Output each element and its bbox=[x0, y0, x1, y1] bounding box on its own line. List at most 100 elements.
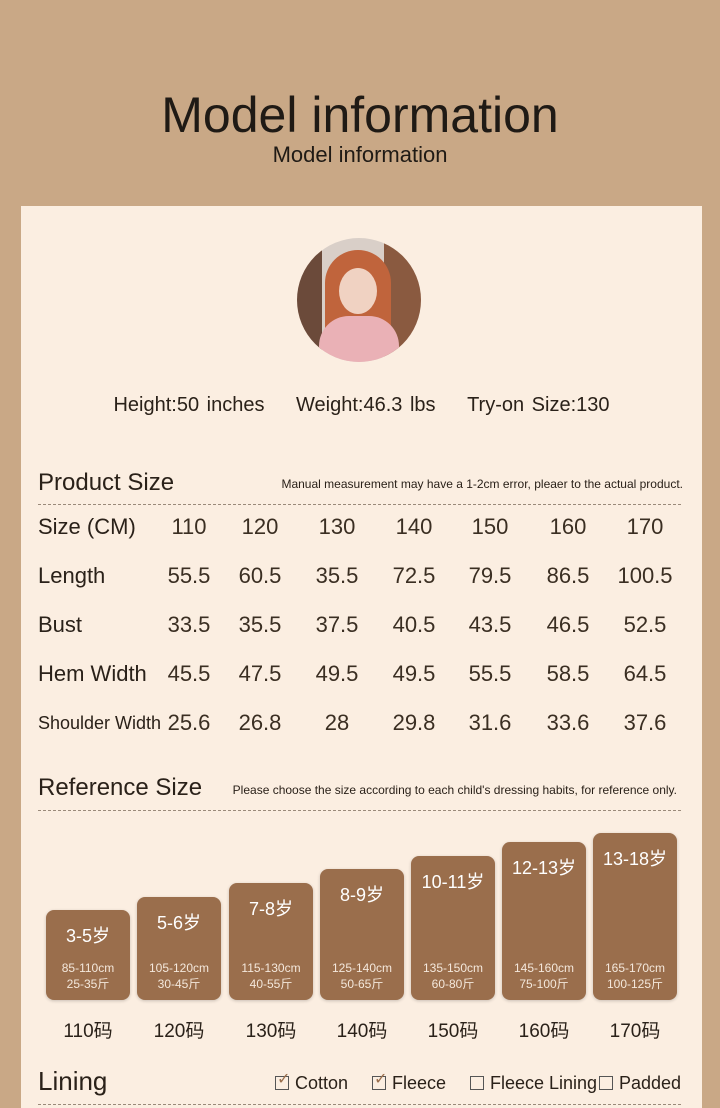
model-height: Height:50 inches bbox=[113, 394, 265, 416]
size-value: 33.5 bbox=[167, 612, 211, 637]
product-size-note: Manual measurement may have a 1-2cm erro… bbox=[281, 477, 683, 491]
option-label: Cotton bbox=[295, 1073, 349, 1093]
weight-range: 25-35斤 bbox=[66, 977, 110, 991]
age-range: 10-11岁 bbox=[421, 872, 485, 892]
height-range: 165-170cm bbox=[604, 961, 666, 975]
size-value: 26.8 bbox=[238, 710, 282, 735]
weight-range: 50-65斤 bbox=[340, 977, 384, 991]
size-code: 120码 bbox=[153, 1021, 205, 1042]
checkbox-icon[interactable] bbox=[470, 1076, 484, 1090]
age-range: 13-18岁 bbox=[602, 849, 668, 869]
size-row: Size (CM) 110 120 130 140 150 160 170 bbox=[38, 514, 698, 544]
size-value: 25.6 bbox=[167, 710, 211, 735]
age-range: 7-8岁 bbox=[248, 899, 293, 919]
divider bbox=[38, 810, 681, 811]
divider bbox=[38, 1104, 681, 1105]
height-range: 115-130cm bbox=[241, 961, 301, 975]
height-range: 145-160cm bbox=[513, 961, 575, 975]
reference-size-title: Reference Size bbox=[38, 774, 203, 801]
size-value: 60.5 bbox=[238, 563, 282, 588]
size-value: 79.5 bbox=[468, 563, 512, 588]
size-value: 43.5 bbox=[468, 612, 512, 637]
reference-size-box: 3-5岁 85-110cm 25-35斤 bbox=[46, 910, 130, 1000]
age-range: 12-13岁 bbox=[511, 858, 577, 878]
size-value: 120 bbox=[241, 514, 279, 539]
info-card: Height:50 inches Weight:46.3 lbs Try-on … bbox=[21, 206, 702, 1108]
size-value: 35.5 bbox=[315, 563, 359, 588]
size-value: 29.8 bbox=[392, 710, 436, 735]
size-value: 72.5 bbox=[392, 563, 436, 588]
checkbox-icon[interactable] bbox=[275, 1069, 290, 1090]
size-value: 86.5 bbox=[546, 563, 590, 588]
size-value: 160 bbox=[549, 514, 587, 539]
size-value: 31.6 bbox=[468, 710, 512, 735]
model-weight: Weight:46.3 lbs bbox=[296, 394, 436, 416]
size-row: Length 55.5 60.5 35.5 72.5 79.5 86.5 100.5 bbox=[38, 563, 698, 593]
size-code: 160码 bbox=[518, 1021, 570, 1042]
height-range: 135-150cm bbox=[422, 961, 484, 975]
model-photo bbox=[297, 238, 421, 362]
size-row: Shoulder Width 25.6 26.8 28 29.8 31.6 33.6 37.6 bbox=[38, 710, 698, 740]
size-value: 140 bbox=[395, 514, 433, 539]
size-row: Bust 33.5 35.5 37.5 40.5 43.5 46.5 52.5 bbox=[38, 612, 698, 642]
reference-size-box: 8-9岁 125-140cm 50-65斤 bbox=[320, 869, 404, 1000]
weight-range: 75-100斤 bbox=[519, 977, 569, 991]
size-value: 37.5 bbox=[315, 612, 359, 637]
reference-size-box: 5-6岁 105-120cm 30-45斤 bbox=[137, 897, 221, 1000]
lining-option[interactable]: Cotton bbox=[275, 1069, 349, 1094]
row-label: Hem Width bbox=[38, 661, 147, 686]
size-value: 49.5 bbox=[315, 661, 359, 686]
size-code: 110码 bbox=[63, 1021, 113, 1042]
height-range: 125-140cm bbox=[331, 961, 393, 975]
page-title: Model information bbox=[161, 87, 559, 143]
age-range: 3-5岁 bbox=[65, 926, 110, 946]
reference-size-box: 7-8岁 115-130cm 40-55斤 bbox=[229, 883, 313, 1000]
option-label: Fleece Lining bbox=[490, 1073, 598, 1093]
row-label: Shoulder Width bbox=[38, 713, 162, 733]
size-value: 170 bbox=[626, 514, 664, 539]
size-value: 45.5 bbox=[167, 661, 211, 686]
size-code: 170码 bbox=[609, 1021, 661, 1042]
option-label: Fleece bbox=[392, 1073, 447, 1093]
product-size-title: Product Size bbox=[38, 469, 175, 496]
size-value: 35.5 bbox=[238, 612, 282, 637]
size-code: 130码 bbox=[245, 1021, 297, 1042]
size-value: 130 bbox=[318, 514, 356, 539]
size-value: 52.5 bbox=[623, 612, 667, 637]
lining-option[interactable]: Padded bbox=[599, 1073, 681, 1094]
lining-title: Lining bbox=[38, 1066, 108, 1096]
lining-option[interactable]: Fleece bbox=[372, 1069, 447, 1094]
size-value: 33.6 bbox=[546, 710, 590, 735]
row-label: Bust bbox=[38, 612, 83, 637]
lining-option[interactable]: Fleece Lining bbox=[470, 1073, 597, 1094]
size-row: Hem Width 45.5 47.5 49.5 49.5 55.5 58.5 64.5 bbox=[38, 661, 698, 691]
checkbox-icon[interactable] bbox=[599, 1076, 613, 1090]
size-value: 46.5 bbox=[546, 612, 590, 637]
row-label: Size (CM) bbox=[38, 514, 136, 539]
size-value: 100.5 bbox=[617, 563, 673, 588]
row-label: Length bbox=[38, 563, 106, 588]
reference-size-box: 10-11岁 135-150cm 60-80斤 bbox=[411, 856, 495, 1000]
size-value: 110 bbox=[171, 514, 207, 539]
size-value: 55.5 bbox=[167, 563, 211, 588]
size-value: 28 bbox=[324, 710, 350, 735]
weight-range: 60-80斤 bbox=[431, 977, 475, 991]
size-code: 150码 bbox=[427, 1021, 479, 1042]
model-size: Try-on Size:130 bbox=[467, 394, 610, 416]
page-subtitle: Model information bbox=[272, 142, 448, 167]
checkbox-icon[interactable] bbox=[372, 1069, 387, 1090]
weight-range: 40-55斤 bbox=[249, 977, 293, 991]
size-value: 58.5 bbox=[546, 661, 590, 686]
size-code: 140码 bbox=[336, 1021, 388, 1042]
model-stats: Height:50 inches Weight:46.3 lbs Try-on … bbox=[21, 394, 702, 417]
reference-size-box: 13-18岁 165-170cm 100-125斤 bbox=[593, 833, 677, 1000]
weight-range: 30-45斤 bbox=[157, 977, 201, 991]
height-range: 85-110cm bbox=[61, 961, 115, 975]
size-value: 150 bbox=[471, 514, 509, 539]
size-value: 49.5 bbox=[392, 661, 436, 686]
size-value: 55.5 bbox=[468, 661, 512, 686]
size-value: 64.5 bbox=[623, 661, 667, 686]
size-value: 40.5 bbox=[392, 612, 436, 637]
option-label: Padded bbox=[619, 1073, 682, 1093]
divider bbox=[38, 504, 681, 505]
